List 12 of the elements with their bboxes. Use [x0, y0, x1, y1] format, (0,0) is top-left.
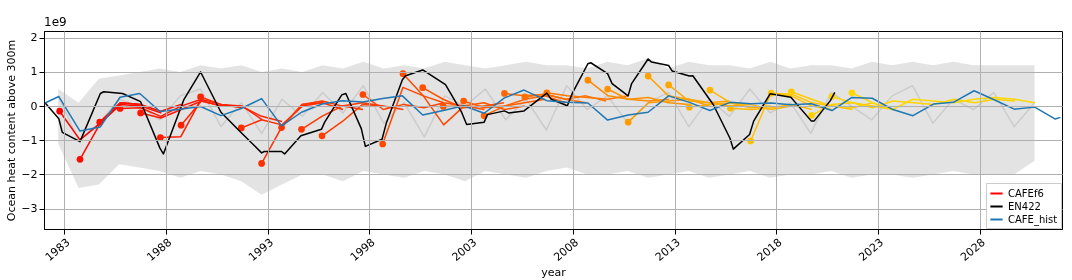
y-axis-title: Ocean heat content above 300m	[5, 39, 19, 222]
y-tick-label: 1	[30, 65, 38, 79]
y-tick-label: −3	[21, 202, 38, 216]
legend-label: EN422	[1008, 200, 1041, 212]
y-tick-label: −1	[21, 133, 38, 147]
y-tick-label: −2	[21, 167, 38, 181]
x-axis-title: year	[541, 265, 567, 279]
legend-label: CAFE_hist	[1008, 213, 1058, 226]
y-tick-label: 2	[30, 31, 38, 45]
legend-label: CAFEf6	[1008, 187, 1044, 199]
y-tick-label: 0	[30, 99, 38, 113]
text: 1e9	[44, 15, 67, 29]
